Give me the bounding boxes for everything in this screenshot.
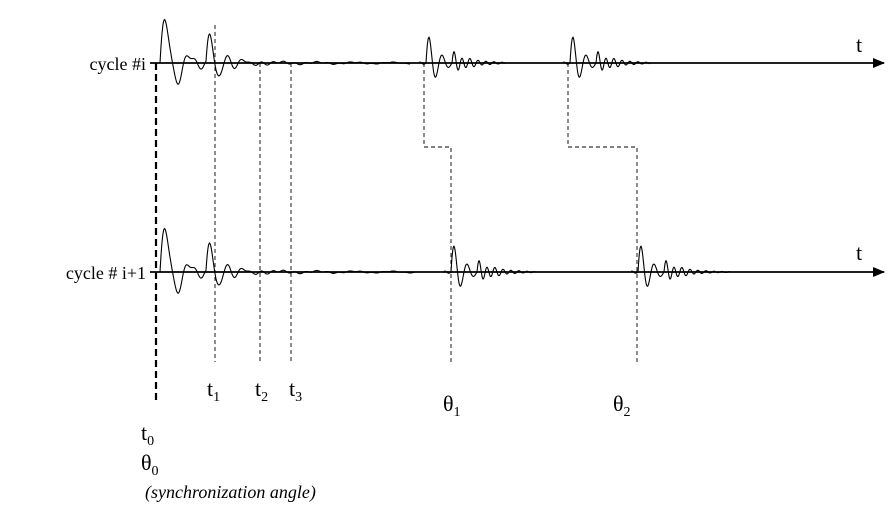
axis-label-t-bottom: t [856,240,862,265]
waveform-cycle-i-event-1 [419,36,506,78]
waveform-cycle-i1-event-1 [444,245,536,287]
guide-theta1-step [423,63,452,362]
marker-t2: t2 [255,376,268,405]
waveform-cycle-i-main [159,18,410,85]
waveform-cycle-i1-main [159,227,416,294]
marker-t0: t0 [141,420,154,449]
guide-theta2-step [567,63,638,362]
marker-t1: t1 [207,376,220,405]
marker-t3: t3 [289,376,302,405]
marker-theta0: θ0 [141,450,159,479]
row-label-cycle-i: cycle #i [90,54,146,74]
waveform-cycle-i-event-2 [563,36,651,78]
marker-theta2: θ2 [613,391,631,420]
sync-angle-note: (synchronization angle) [145,482,316,503]
marker-theta1: θ1 [443,391,461,420]
axis-label-t-top: t [856,32,862,57]
waveform-cycle-i1-event-2 [631,245,730,287]
row-label-cycle-i1: cycle # i+1 [66,263,146,283]
